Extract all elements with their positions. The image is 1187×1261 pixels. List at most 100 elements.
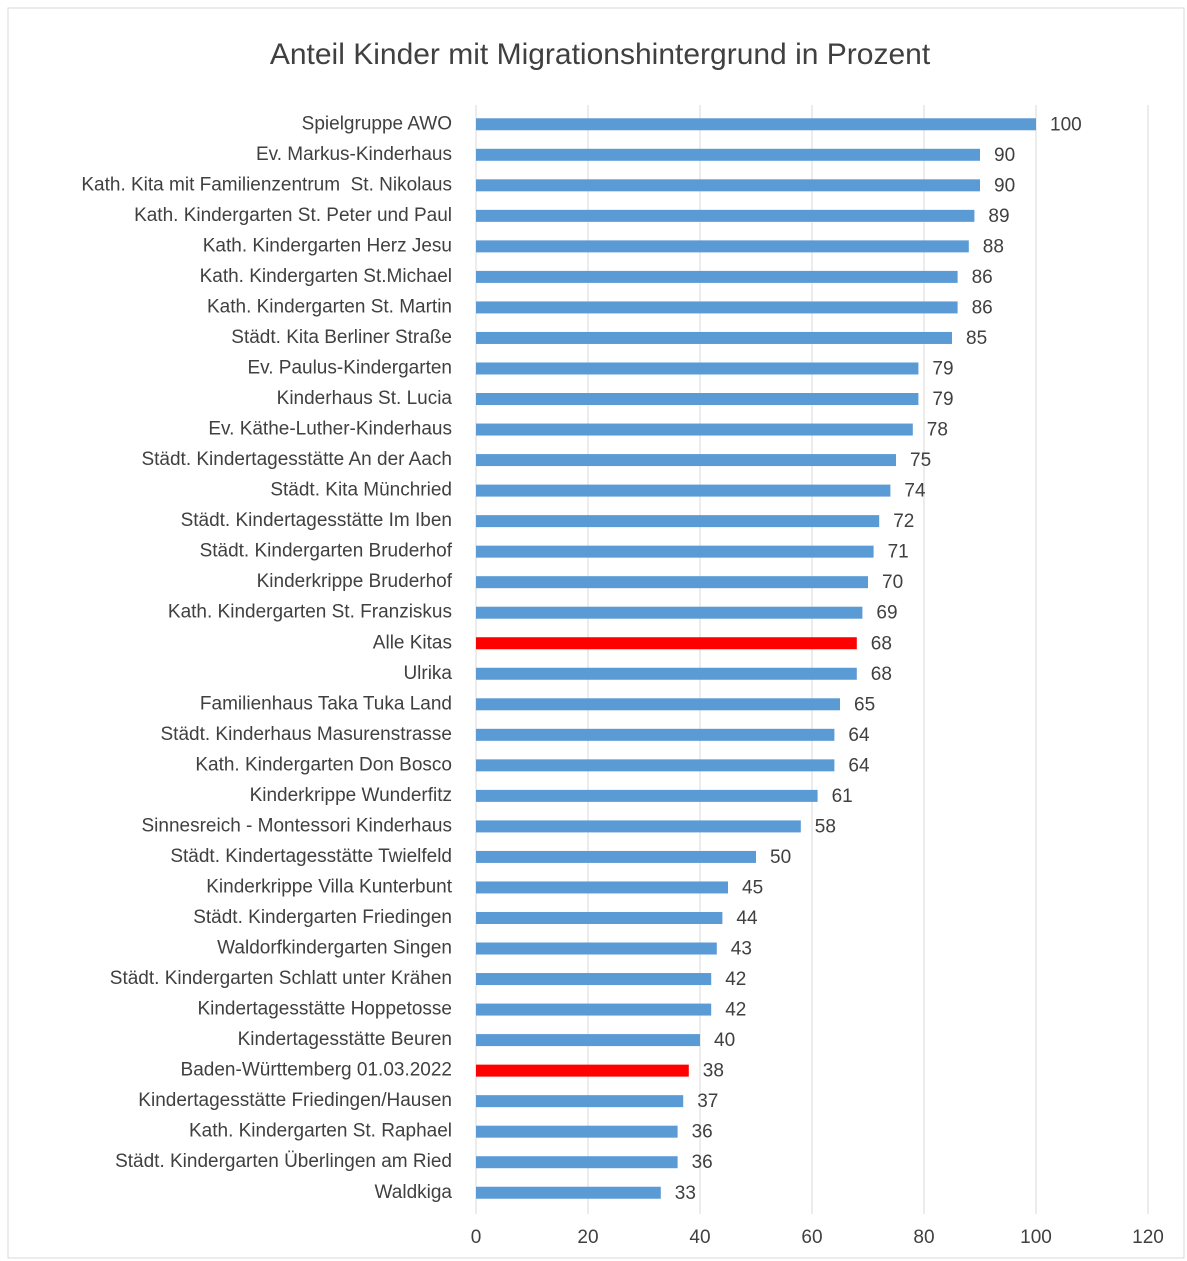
bar <box>476 331 952 344</box>
bar <box>476 728 835 741</box>
y-tick-label: Spielgruppe AWO <box>302 113 452 134</box>
value-label: 90 <box>994 175 1015 196</box>
y-tick-label: Städt. Kindergarten Friedingen <box>193 907 452 928</box>
bar <box>476 667 857 680</box>
value-label: 75 <box>910 450 931 471</box>
y-tick-label: Ulrika <box>403 663 452 684</box>
value-label: 50 <box>770 847 791 868</box>
value-label: 86 <box>972 267 993 288</box>
bar <box>476 515 880 528</box>
value-label: 68 <box>871 664 892 685</box>
value-label: 79 <box>932 389 953 410</box>
y-tick-label: Städt. Kinderhaus Masurenstrasse <box>161 724 453 745</box>
value-label: 45 <box>742 877 763 898</box>
bar <box>476 1095 684 1108</box>
y-tick-label: Ev. Käthe-Luther-Kinderhaus <box>208 419 452 440</box>
y-tick-label: Kindertagesstätte Friedingen/Hausen <box>138 1090 452 1111</box>
y-tick-label: Waldkiga <box>375 1182 453 1203</box>
bar <box>476 789 818 802</box>
bar <box>476 1064 689 1077</box>
y-tick-label: Städt. Kita Berliner Straße <box>231 327 452 348</box>
y-tick-label: Alle Kitas <box>373 632 452 653</box>
value-label: 74 <box>904 481 926 502</box>
y-tick-label: Städt. Kindertagesstätte Twielfeld <box>170 846 452 867</box>
x-tick-label: 40 <box>689 1227 710 1248</box>
y-tick-label: Sinnesreich - Montessori Kinderhaus <box>142 815 453 836</box>
bar <box>476 240 969 253</box>
value-label: 37 <box>697 1091 718 1112</box>
bar <box>476 698 840 711</box>
bar <box>476 270 958 283</box>
value-label: 70 <box>882 572 903 593</box>
bar <box>476 393 919 406</box>
y-tick-label: Städt. Kindergarten Überlingen am Ried <box>115 1151 452 1172</box>
bar <box>476 820 801 833</box>
value-label: 58 <box>815 816 836 837</box>
value-label: 79 <box>932 359 953 380</box>
y-tick-label: Kinderkrippe Bruderhof <box>257 571 453 592</box>
value-label: 85 <box>966 328 987 349</box>
y-tick-label: Städt. Kindertagesstätte Im Iben <box>181 510 452 531</box>
value-label: 38 <box>703 1061 724 1082</box>
bar <box>476 362 919 375</box>
bar <box>476 576 868 589</box>
value-label: 36 <box>692 1122 713 1143</box>
bar <box>476 1003 712 1016</box>
bar <box>476 179 980 192</box>
value-label: 72 <box>893 511 914 532</box>
bar <box>476 942 717 955</box>
bar <box>476 423 913 436</box>
value-label: 86 <box>972 297 993 318</box>
y-tick-label: Kinderkrippe Wunderfitz <box>250 785 452 806</box>
bar <box>476 209 975 222</box>
value-label: 89 <box>988 206 1009 227</box>
y-tick-label: Kath. Kindergarten St. Raphael <box>189 1121 452 1142</box>
y-tick-label: Städt. Kindergarten Schlatt unter Krähen <box>110 968 452 989</box>
y-tick-label: Waldorfkindergarten Singen <box>217 938 452 959</box>
y-tick-label: Kath. Kindergarten St. Franziskus <box>168 602 452 623</box>
value-label: 100 <box>1050 114 1082 135</box>
chart-title: Anteil Kinder mit Migrationshintergrund … <box>270 38 931 71</box>
y-tick-label: Kath. Kindergarten St. Peter und Paul <box>134 205 452 226</box>
y-tick-label: Kath. Kindergarten St. Martin <box>207 296 452 317</box>
bar <box>476 850 756 863</box>
bar <box>476 118 1036 131</box>
value-label: 71 <box>888 542 909 563</box>
value-label: 36 <box>692 1152 713 1173</box>
y-tick-label: Städt. Kindertagesstätte An der Aach <box>141 449 452 470</box>
value-label: 68 <box>871 633 892 654</box>
y-tick-label: Kath. Kindergarten Don Bosco <box>195 754 452 775</box>
y-tick-label: Baden-Württemberg 01.03.2022 <box>181 1060 452 1081</box>
y-tick-label: Städt. Kindergarten Bruderhof <box>200 541 453 562</box>
y-tick-label: Kath. Kindergarten Herz Jesu <box>203 235 452 256</box>
x-tick-label: 100 <box>1020 1227 1052 1248</box>
bar <box>476 881 728 894</box>
y-tick-label: Ev. Markus-Kinderhaus <box>256 144 452 165</box>
y-tick-label: Kinderkrippe Villa Kunterbunt <box>206 876 452 897</box>
value-label: 88 <box>983 236 1004 257</box>
value-label: 33 <box>675 1183 696 1204</box>
bar <box>476 301 958 314</box>
value-label: 44 <box>736 908 758 929</box>
x-tick-label: 80 <box>913 1227 934 1248</box>
value-label: 42 <box>725 1000 746 1021</box>
value-label: 64 <box>848 725 870 746</box>
y-tick-label: Kindertagesstätte Beuren <box>238 1029 452 1050</box>
bar <box>476 911 723 924</box>
x-tick-label: 60 <box>801 1227 822 1248</box>
value-label: 61 <box>832 786 853 807</box>
bar <box>476 606 863 619</box>
y-tick-label: Kath. Kita mit Familienzentrum St. Nikol… <box>81 174 452 195</box>
x-tick-label: 120 <box>1132 1227 1164 1248</box>
bar <box>476 637 857 650</box>
value-label: 40 <box>714 1030 735 1051</box>
value-label: 78 <box>927 420 948 441</box>
value-label: 43 <box>731 939 752 960</box>
bar <box>476 484 891 497</box>
y-tick-label: Kinderhaus St. Lucia <box>277 388 453 409</box>
value-label: 64 <box>848 755 870 776</box>
bar <box>476 454 896 467</box>
value-label: 69 <box>876 603 897 624</box>
y-tick-label: Kath. Kindergarten St.Michael <box>200 266 452 287</box>
